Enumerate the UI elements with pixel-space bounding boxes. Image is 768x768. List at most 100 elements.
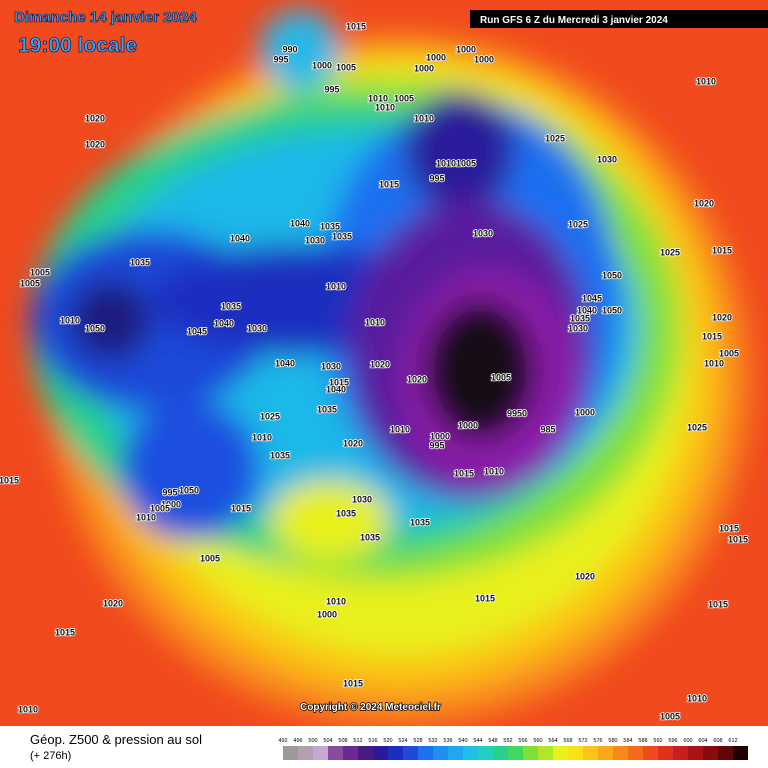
- isobar-label: 1035: [332, 231, 352, 241]
- colorbar-tick-label: 612: [728, 738, 737, 744]
- isobar-label: 1010: [687, 693, 707, 703]
- colorbar-swatch: [658, 746, 673, 760]
- colorbar-tick-label: 588: [638, 738, 647, 744]
- isobar-label: 1050: [602, 270, 622, 280]
- colorbar-swatch: [598, 746, 613, 760]
- isobar-label: 1005: [394, 93, 414, 103]
- isobar-label: 1020: [85, 113, 105, 123]
- isobar-label: 1015: [231, 503, 251, 513]
- isobar-label: 1000: [458, 420, 478, 430]
- colorbar-swatch: [673, 746, 688, 760]
- isobar-label: 1025: [660, 247, 680, 257]
- geopotential-field: [0, 0, 768, 726]
- colorbar-swatch: [643, 746, 658, 760]
- isobar-label: 1020: [575, 571, 595, 581]
- isobar-label: 1030: [247, 323, 267, 333]
- isobar-label: 1010: [484, 466, 504, 476]
- colorbar-swatch: [478, 746, 493, 760]
- colorbar-tick-label: 492: [278, 738, 287, 744]
- isobar-label: 1000: [414, 63, 434, 73]
- colorbar-swatch: [463, 746, 478, 760]
- isobar-label: 1000: [456, 44, 476, 54]
- copyright: Copyright © 2024 Meteociel.fr: [300, 702, 441, 713]
- isobar-label: 1030: [597, 154, 617, 164]
- footer-lead: (+ 276h): [30, 750, 71, 762]
- isobar-label: 1010: [368, 93, 388, 103]
- colorbar-swatch: [493, 746, 508, 760]
- isobar-label: 1000: [426, 52, 446, 62]
- isobar-label: 1005: [200, 553, 220, 563]
- isobar-label: 1020: [343, 438, 363, 448]
- isobar-label: 995: [429, 173, 444, 183]
- colorbar-swatch: [373, 746, 388, 760]
- isobar-label: 1015: [0, 475, 19, 485]
- isobar-label: 995: [324, 84, 339, 94]
- colorbar-tick-label: 552: [503, 738, 512, 744]
- isobar-label: 1015: [55, 627, 75, 637]
- isobar-label: 995: [429, 440, 444, 450]
- colorbar-swatch: [448, 746, 463, 760]
- colorbar-swatch: [538, 746, 553, 760]
- colorbar-swatch: [433, 746, 448, 760]
- colorbar-swatch: [568, 746, 583, 760]
- isobar-label: 1025: [568, 219, 588, 229]
- isobar-label: 1000: [161, 499, 181, 509]
- isobar-label: 1000: [317, 609, 337, 619]
- isobar-label: 1035: [221, 301, 241, 311]
- isobar-label: 1045: [187, 326, 207, 336]
- colorbar-swatch: [418, 746, 433, 760]
- colorbar-tick-label: 608: [713, 738, 722, 744]
- colorbar-swatch: [688, 746, 703, 760]
- colorbar-tick-label: 572: [578, 738, 587, 744]
- colorbar-swatch: [718, 746, 733, 760]
- isobar-label: 1010: [375, 102, 395, 112]
- isobar-label: 1050: [179, 485, 199, 495]
- colorbar-tick-label: 496: [293, 738, 302, 744]
- colorbar-tick-label: 520: [383, 738, 392, 744]
- isobar-label: 1010: [696, 76, 716, 86]
- colorbar-swatch: [583, 746, 598, 760]
- colorbar-tick-label: 504: [323, 738, 332, 744]
- isobar-label: 1000: [312, 60, 332, 70]
- isobar-label: 1010: [136, 512, 156, 522]
- isobar-label: 990: [282, 44, 297, 54]
- isobar-label: 1020: [85, 139, 105, 149]
- isobar-label: 1035: [270, 450, 290, 460]
- isobar-label: 1035: [570, 313, 590, 323]
- isobar-label: 1040: [577, 305, 597, 315]
- isobar-label: 1015: [475, 593, 495, 603]
- isobar-label: 1020: [103, 598, 123, 608]
- colorbar-tick-label: 540: [458, 738, 467, 744]
- colorbar-tick-label: 564: [548, 738, 557, 744]
- isobar-label: 1015: [329, 377, 349, 387]
- colorbar-swatch: [733, 746, 748, 760]
- isobar-label: 1030: [305, 235, 325, 245]
- isobar-label: 1015: [379, 179, 399, 189]
- isobar-label: 1010: [365, 317, 385, 327]
- colorbar-tick-label: 568: [563, 738, 572, 744]
- isobar-label: 1005: [719, 348, 739, 358]
- run-info: Run GFS 6 Z du Mercredi 3 janvier 2024: [480, 15, 668, 26]
- isobar-label: 1000: [430, 431, 450, 441]
- isobar-label: 1015: [343, 678, 363, 688]
- isobar-label: 1010: [326, 281, 346, 291]
- isobar-label: 1040: [230, 233, 250, 243]
- isobar-label: 1015: [454, 468, 474, 478]
- colorbar-tick-label: 548: [488, 738, 497, 744]
- colorbar-tick-label: 576: [593, 738, 602, 744]
- isobar-label: 1050: [602, 305, 622, 315]
- isobar-label: 1040: [290, 218, 310, 228]
- colorbar-swatch: [553, 746, 568, 760]
- colorbar-tick-label: 584: [623, 738, 632, 744]
- colorbar-swatch: [523, 746, 538, 760]
- colorbar-swatch: [703, 746, 718, 760]
- isobar-label: 1025: [545, 133, 565, 143]
- isobar-label: 1040: [275, 358, 295, 368]
- isobar-label: 1040: [214, 318, 234, 328]
- isobar-label: 1015: [708, 599, 728, 609]
- isobar-label: 1010: [436, 158, 456, 168]
- colorbar-tick-label: 508: [338, 738, 347, 744]
- isobar-label: 1005: [336, 62, 356, 72]
- valid-time: 19:00 locale: [18, 34, 137, 57]
